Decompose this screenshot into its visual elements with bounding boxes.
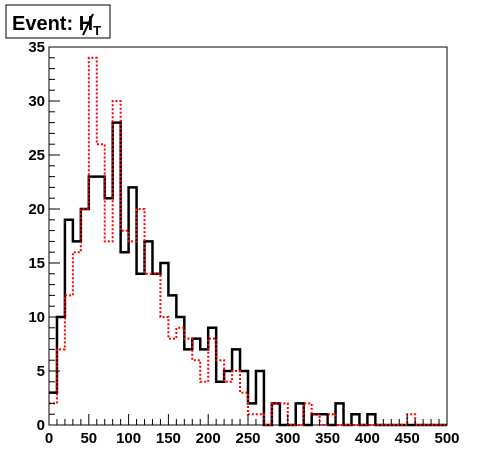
histogram-bin [184, 349, 192, 425]
histogram-bin [216, 382, 224, 425]
series-dotted-outline [49, 56, 447, 426]
histogram-bin [97, 177, 105, 425]
plot-frame [48, 46, 448, 426]
title-prefix: Event: [12, 13, 79, 35]
histogram-series [49, 56, 447, 427]
histogram-bin [73, 241, 81, 425]
x-tick-label: 250 [235, 430, 260, 447]
histogram-bin [224, 382, 232, 425]
histogram-bin [49, 393, 57, 425]
x-tick-label: 450 [395, 430, 420, 447]
histogram-bin [121, 231, 129, 425]
histogram-bin [184, 339, 192, 425]
title-subscript: T [93, 23, 101, 38]
x-tick-label: 100 [116, 430, 141, 447]
histogram-bin [105, 241, 113, 425]
title-box: Event: HT [5, 4, 111, 39]
histogram-bin [121, 252, 129, 425]
y-tick-label: 0 [37, 417, 45, 434]
x-tick-label: 150 [156, 430, 181, 447]
histogram-bin [192, 339, 200, 425]
axes: 0 50 100 150 200 250 300 350 400 450 500 0 5 10 15 20 25… [28, 39, 459, 447]
title-symbol: H [79, 13, 93, 35]
histogram-bin [152, 274, 160, 425]
histogram-bin [248, 414, 256, 425]
x-tick-label: 500 [434, 430, 459, 447]
histogram-bin [192, 360, 200, 425]
y-tick-label: 15 [28, 255, 45, 272]
x-tick-label: 0 [45, 430, 53, 447]
x-tick-label: 200 [196, 430, 221, 447]
x-tick-label: 400 [355, 430, 380, 447]
histogram-bin [152, 274, 160, 425]
y-tick-label: 5 [37, 363, 45, 380]
x-tick-label: 350 [315, 430, 340, 447]
histogram-bin [145, 274, 153, 425]
svg-text:Event: HT: Event: HT [12, 13, 101, 38]
y-tick-label: 30 [28, 93, 45, 110]
histogram-bin [232, 371, 240, 425]
histogram-bin [137, 274, 145, 425]
y-tick-label: 20 [28, 201, 45, 218]
y-tick-label: 10 [28, 309, 45, 326]
series-solid [49, 121, 447, 427]
y-tick-label: 25 [28, 147, 45, 164]
x-tick-label: 300 [275, 430, 300, 447]
histogram-bin [73, 252, 81, 425]
histogram-bin [200, 349, 208, 425]
y-tick-label: 35 [28, 39, 45, 56]
histogram-bin [200, 382, 208, 425]
histogram-bin [407, 414, 415, 425]
histogram-bin [89, 177, 97, 425]
title-slash [82, 13, 94, 36]
histogram-bin [168, 339, 176, 425]
series-solid-outline [49, 121, 447, 427]
histogram-bin [105, 198, 113, 425]
histogram-bin [160, 317, 168, 425]
histogram-bin [89, 58, 97, 425]
x-tick-label: 50 [80, 430, 97, 447]
series-dotted [49, 56, 447, 426]
